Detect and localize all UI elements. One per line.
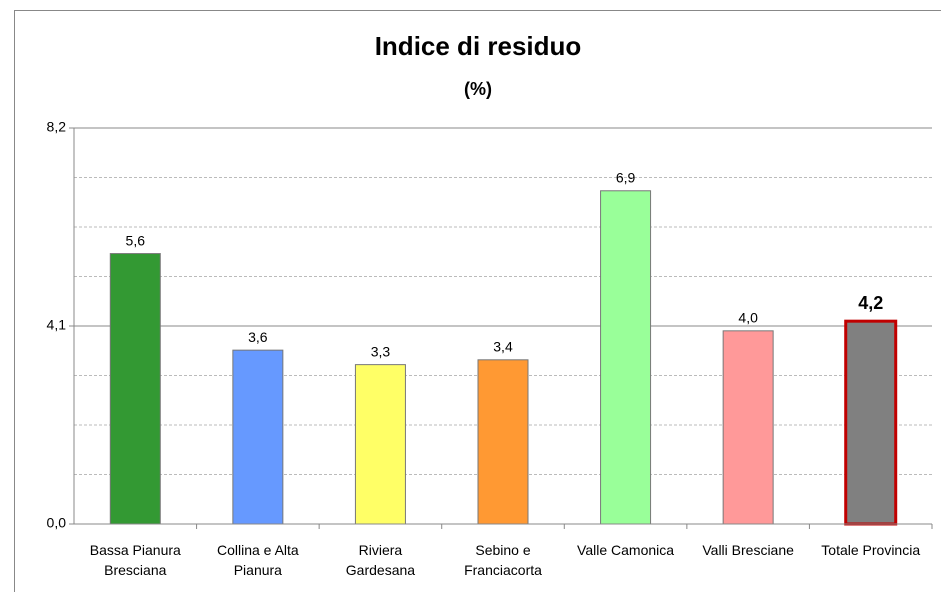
- chart-subtitle: (%): [464, 79, 492, 99]
- bar: [844, 319, 898, 526]
- value-label: 6,9: [616, 169, 636, 185]
- chart-title: Indice di residuo: [375, 31, 582, 61]
- value-label: 4,0: [738, 310, 758, 326]
- x-tick-label: Sebino e Franciacorta: [464, 542, 542, 578]
- value-label: 3,4: [493, 339, 513, 355]
- x-tick-label: Collina e Alta Pianura: [216, 542, 299, 578]
- y-tick-label: 4,1: [47, 317, 67, 333]
- chart-border: [14, 10, 941, 592]
- x-tick-label: Riviera Gardesana: [345, 542, 416, 578]
- bar: [477, 359, 529, 525]
- bar: [232, 349, 284, 525]
- x-tick-label: Valli Bresciane: [702, 542, 794, 558]
- bar: [600, 190, 652, 525]
- value-label: 3,3: [371, 343, 391, 359]
- value-label: 3,6: [248, 329, 268, 345]
- y-tick-label: 0,0: [47, 515, 67, 531]
- x-tick-label: Bassa Pianura Bresciana: [89, 542, 181, 578]
- x-tick-label: Valle Camonica: [577, 542, 675, 558]
- x-tick-label: Totale Provincia: [821, 542, 921, 558]
- value-label: 4,2: [858, 293, 883, 313]
- value-label: 5,6: [126, 232, 146, 248]
- bar: [354, 364, 406, 525]
- bar: [722, 330, 774, 525]
- y-tick-label: 8,2: [47, 119, 67, 135]
- bar: [109, 253, 161, 525]
